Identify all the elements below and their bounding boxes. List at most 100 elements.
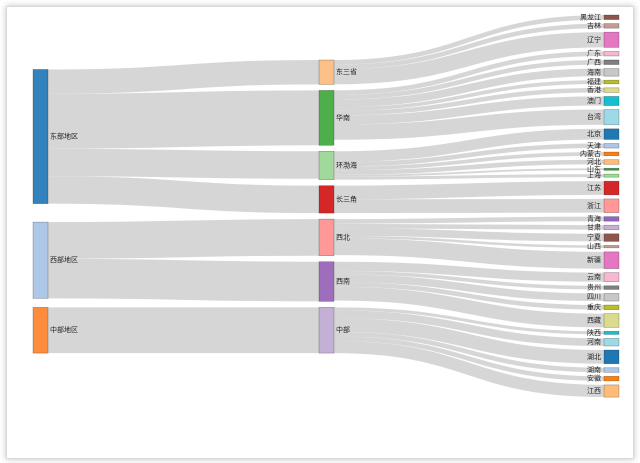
node-澳门 bbox=[603, 96, 620, 106]
node-label-青海: 青海 bbox=[587, 214, 601, 223]
node-青海 bbox=[603, 216, 620, 222]
link-西南-贵州 bbox=[333, 270, 605, 290]
node-江苏 bbox=[603, 180, 620, 196]
node-label-中部: 中部 bbox=[336, 325, 350, 334]
node-东三省 bbox=[318, 59, 335, 85]
node-label-广东: 广东 bbox=[587, 49, 601, 58]
node-label-甘肃: 甘肃 bbox=[587, 222, 601, 231]
node-label-海南: 海南 bbox=[587, 67, 601, 76]
node-华南 bbox=[318, 90, 335, 146]
node-label-广西: 广西 bbox=[587, 57, 601, 66]
node-辽宁 bbox=[603, 31, 620, 48]
node-label-江苏: 江苏 bbox=[587, 183, 601, 192]
link-西部地区-西北 bbox=[47, 219, 320, 259]
node-广西 bbox=[603, 59, 620, 65]
node-label-福建: 福建 bbox=[587, 77, 601, 86]
link-华南-香港 bbox=[333, 87, 605, 116]
node-西北 bbox=[318, 218, 335, 257]
node-label-吉林: 吉林 bbox=[587, 21, 601, 30]
link-华南-海南 bbox=[333, 68, 605, 108]
node-label-湖北: 湖北 bbox=[587, 352, 601, 361]
node-label-西南: 西南 bbox=[336, 277, 350, 286]
node-label-西藏: 西藏 bbox=[587, 315, 601, 324]
link-华南-广西 bbox=[333, 59, 605, 100]
node-label-山西: 山西 bbox=[587, 242, 601, 251]
node-新疆 bbox=[603, 251, 620, 269]
node-东部地区 bbox=[32, 69, 49, 204]
node-山西 bbox=[603, 245, 620, 249]
node-label-贵州: 贵州 bbox=[587, 283, 601, 292]
link-中部-河南 bbox=[333, 310, 605, 347]
node-香港 bbox=[603, 87, 620, 93]
node-四川 bbox=[603, 293, 620, 302]
node-label-内蒙古: 内蒙古 bbox=[580, 149, 601, 158]
link-中部-陕西 bbox=[333, 307, 605, 335]
node-安徽 bbox=[603, 376, 620, 382]
node-label-东三省: 东三省 bbox=[336, 67, 357, 76]
node-label-宁夏: 宁夏 bbox=[587, 233, 601, 242]
link-环渤海-内蒙古 bbox=[333, 152, 605, 171]
link-环渤海-上海 bbox=[333, 174, 605, 180]
node-河南 bbox=[603, 338, 620, 347]
link-华南-台湾 bbox=[333, 109, 605, 140]
node-label-上海: 上海 bbox=[587, 171, 601, 180]
link-东三省-黑龙江 bbox=[333, 15, 605, 65]
node-label-北京: 北京 bbox=[587, 129, 601, 138]
link-东部地区-环渤海 bbox=[47, 148, 320, 179]
link-华南-福建 bbox=[333, 80, 605, 111]
node-上海 bbox=[603, 173, 620, 178]
node-海南 bbox=[603, 68, 620, 77]
node-山东 bbox=[603, 167, 620, 171]
link-环渤海-天津 bbox=[333, 143, 605, 167]
node-label-黑龙江: 黑龙江 bbox=[580, 12, 601, 21]
node-label-华南: 华南 bbox=[336, 113, 350, 122]
nodes-layer bbox=[32, 14, 620, 398]
link-中部-湖南 bbox=[333, 331, 605, 373]
node-甘肃 bbox=[603, 224, 620, 231]
link-东部地区-东三省 bbox=[47, 60, 320, 94]
link-中部-安徽 bbox=[333, 336, 605, 381]
link-西部地区-西南 bbox=[47, 258, 320, 302]
node-中部地区 bbox=[32, 307, 49, 354]
node-label-云南: 云南 bbox=[587, 272, 601, 281]
link-中部-江西 bbox=[333, 340, 605, 398]
node-吉林 bbox=[603, 23, 620, 29]
node-label-新疆: 新疆 bbox=[587, 255, 601, 264]
link-长三角-江苏 bbox=[333, 181, 605, 200]
link-东三省-吉林 bbox=[333, 23, 605, 70]
link-华南-广东 bbox=[333, 51, 605, 95]
node-内蒙古 bbox=[603, 151, 620, 157]
node-label-香港: 香港 bbox=[587, 85, 601, 94]
link-西北-宁夏 bbox=[333, 228, 605, 242]
link-东部地区-华南 bbox=[47, 90, 320, 149]
node-label-澳门: 澳门 bbox=[587, 96, 601, 105]
node-label-浙江: 浙江 bbox=[587, 201, 601, 210]
node-label-四川: 四川 bbox=[587, 293, 601, 301]
node-广东 bbox=[603, 51, 620, 57]
node-黑龙江 bbox=[603, 14, 620, 20]
link-西北-甘肃 bbox=[333, 223, 605, 230]
node-河北 bbox=[603, 159, 620, 165]
link-东三省-辽宁 bbox=[333, 32, 605, 85]
node-label-天津: 天津 bbox=[587, 142, 601, 150]
link-环渤海-北京 bbox=[333, 128, 605, 162]
link-西北-新疆 bbox=[333, 238, 605, 269]
node-重庆 bbox=[603, 304, 620, 310]
node-长三角 bbox=[318, 185, 335, 214]
node-label-中部地区: 中部地区 bbox=[50, 325, 78, 334]
node-label-长三角: 长三角 bbox=[336, 194, 357, 203]
link-西北-青海 bbox=[333, 216, 605, 224]
node-label-安徽: 安徽 bbox=[587, 374, 601, 383]
node-江西 bbox=[603, 384, 620, 398]
link-西北-山西 bbox=[333, 235, 605, 248]
node-label-西部地区: 西部地区 bbox=[50, 255, 78, 264]
node-湖南 bbox=[603, 367, 620, 373]
link-西南-云南 bbox=[333, 261, 605, 282]
node-天津 bbox=[603, 143, 620, 149]
node-环渤海 bbox=[318, 151, 335, 180]
link-西南-西藏 bbox=[333, 286, 605, 328]
node-label-河北: 河北 bbox=[587, 158, 601, 166]
node-台湾 bbox=[603, 109, 620, 126]
